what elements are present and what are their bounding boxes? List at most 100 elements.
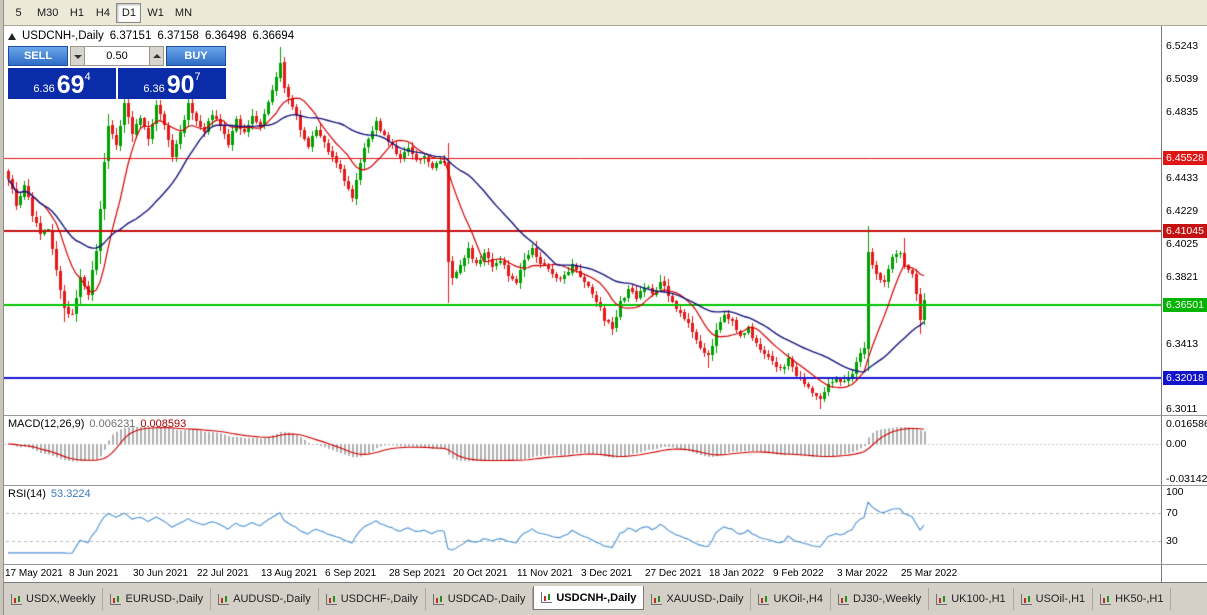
chart-tab-uk100[interactable]: UK100-,H1 <box>929 588 1014 610</box>
price-level-badge: 6.32018 <box>1163 370 1207 385</box>
sell-button[interactable]: SELL <box>8 46 68 66</box>
chart-tab-bar: USDX,Weekly EURUSD-,Daily AUDUSD-,Daily USD… <box>0 582 1207 615</box>
ohlc-low: 6.36498 <box>204 30 247 42</box>
macd-axis-label: -0.03142 <box>1166 473 1207 485</box>
price-tick-label: 6.5243 <box>1166 40 1199 52</box>
macd-header: MACD(12,26,9) 0.006231 0.008593 <box>8 418 186 430</box>
macd-name: MACD(12,26,9) <box>8 418 85 430</box>
chart-tab-label: UKOil-,H4 <box>773 593 823 605</box>
date-label: 30 Jun 2021 <box>133 568 189 579</box>
macd-axis-label: 0.00 <box>1166 438 1187 450</box>
macd-signal-value: 0.008593 <box>140 418 187 430</box>
price-axis[interactable]: 6.5243 6.5039 6.4835 6.4433 6.4229 6.4025 6.38… <box>1161 26 1207 582</box>
price-level-badge: 6.45528 <box>1163 151 1207 166</box>
buy-button[interactable]: BUY <box>166 46 226 66</box>
price-tick-label: 6.3821 <box>1166 271 1199 284</box>
panel-divider <box>0 564 1207 565</box>
chart-tab-audusd[interactable]: AUDUSD-,Daily <box>211 588 319 610</box>
price-tick-label: 6.4025 <box>1166 238 1199 251</box>
rsi-indicator-canvas[interactable] <box>0 486 1161 564</box>
timeframe-button-d1[interactable]: D1 <box>116 2 142 23</box>
macd-main-value: 0.006231 <box>89 418 136 430</box>
chart-tab-xauusd[interactable]: XAUUSD-,Daily <box>644 588 752 610</box>
rsi-header: RSI(14) 53.3224 <box>8 488 91 500</box>
chart-tab-label: UK100-,H1 <box>951 593 1006 605</box>
price-level-badge: 6.41045 <box>1163 224 1207 239</box>
price-tick-label: 6.4433 <box>1166 171 1199 184</box>
chart-tab-icon <box>11 593 22 605</box>
bid-price-display[interactable]: 6.36 69 4 <box>8 68 116 99</box>
chart-tab-usdchf[interactable]: USDCHF-,Daily <box>319 588 426 610</box>
chart-tab-label: USDCHF-,Daily <box>340 593 418 605</box>
chart-tab-icon <box>651 593 663 605</box>
price-tick-label: 6.3413 <box>1166 337 1199 350</box>
ask-price-prefix: 6.36 <box>143 83 165 95</box>
volume-increase-button[interactable] <box>149 46 164 66</box>
chart-window: 6.5243 6.5039 6.4835 6.4433 6.4229 6.4025 6.38… <box>0 26 1207 582</box>
one-click-trading-panel: SELL 0.50 BUY 6.36 69 4 6.36 90 7 <box>8 46 226 99</box>
date-axis[interactable]: 17 May 2021 8 Jun 2021 30 Jun 2021 22 Jul 2… <box>0 565 1161 582</box>
chart-tab-icon <box>1020 593 1032 605</box>
panel-divider[interactable] <box>0 485 1207 486</box>
chart-tab-usdcnh[interactable]: USDCNH-,Daily <box>533 586 645 610</box>
chart-tab-icon <box>936 593 948 605</box>
date-label: 22 Jul 2021 <box>197 568 249 579</box>
chart-tab-icon <box>758 593 770 605</box>
chart-tab-label: USOil-,H1 <box>1035 593 1086 605</box>
chart-tab-label: DJ30-,Weekly <box>852 593 922 605</box>
chart-tab-icon <box>837 593 849 605</box>
chart-tab-label: USDX,Weekly <box>26 593 96 605</box>
chart-icon <box>8 32 16 40</box>
date-label: 28 Sep 2021 <box>389 568 446 579</box>
macd-axis-label: 0.016586 <box>1166 418 1207 430</box>
date-label: 25 Mar 2022 <box>901 568 958 579</box>
chart-tab-icon <box>325 593 337 605</box>
chart-symbol-label: USDCNH-,Daily <box>22 30 104 42</box>
date-label: 20 Oct 2021 <box>453 568 508 579</box>
timeframe-button-m30[interactable]: M30 <box>37 6 59 19</box>
volume-input[interactable]: 0.50 <box>85 46 149 66</box>
ohlc-close: 6.36694 <box>252 30 295 42</box>
chart-tab-dj30[interactable]: DJ30-,Weekly <box>831 588 930 610</box>
chart-tab-icon <box>432 593 444 605</box>
ask-price-pip-digit: 7 <box>194 71 201 83</box>
timeframe-button-h1[interactable]: H1 <box>69 6 84 19</box>
chart-tab-hk50[interactable]: HK50-,H1 <box>1093 588 1172 610</box>
date-label: 3 Dec 2021 <box>581 568 633 579</box>
date-label: 13 Aug 2021 <box>261 568 318 579</box>
macd-indicator-canvas[interactable] <box>0 416 1161 485</box>
chart-tab-label: AUDUSD-,Daily <box>233 593 311 605</box>
rsi-value: 53.3224 <box>50 488 91 500</box>
price-tick-label: 6.5039 <box>1166 73 1199 86</box>
date-label: 3 Mar 2022 <box>837 568 888 579</box>
ask-price-display[interactable]: 6.36 90 7 <box>118 68 226 99</box>
bid-price-big-digits: 69 <box>56 71 85 99</box>
chart-tab-eurusd[interactable]: EURUSD-,Daily <box>103 588 212 610</box>
timeframe-button-w1[interactable]: W1 <box>147 6 164 19</box>
date-label: 11 Nov 2021 <box>517 568 573 579</box>
timeframe-button-mn[interactable]: MN <box>174 6 193 19</box>
bid-price-prefix: 6.36 <box>33 83 55 95</box>
chart-tab-ukoil[interactable]: UKOil-,H4 <box>751 588 831 610</box>
timeframe-button-5[interactable]: 5 <box>15 6 22 19</box>
chart-tab-icon <box>218 593 230 605</box>
price-tick-label: 6.3011 <box>1166 402 1198 415</box>
volume-spinner: 0.50 <box>70 46 164 66</box>
panel-divider[interactable] <box>0 415 1207 416</box>
date-label: 18 Jan 2022 <box>709 568 765 579</box>
chart-tab-usdx[interactable]: USDX,Weekly <box>4 588 104 610</box>
volume-decrease-button[interactable] <box>70 46 85 66</box>
chart-tab-icon <box>541 592 553 603</box>
price-tick-label: 6.4229 <box>1166 204 1199 217</box>
chart-tab-usoil[interactable]: USOil-,H1 <box>1014 588 1094 610</box>
chart-tab-usdcad[interactable]: USDCAD-,Daily <box>426 588 534 610</box>
window-left-frame <box>0 0 4 615</box>
timeframe-button-h4[interactable]: H4 <box>95 6 110 19</box>
chart-tab-label: USDCAD-,Daily <box>447 593 526 605</box>
date-label: 17 May 2021 <box>5 568 63 579</box>
rsi-name: RSI(14) <box>8 488 46 500</box>
chart-tab-label: USDCNH-,Daily <box>556 591 637 604</box>
rsi-axis-label: 70 <box>1166 507 1178 519</box>
chart-tab-label: XAUUSD-,Daily <box>666 593 744 605</box>
date-label: 27 Dec 2021 <box>645 568 702 579</box>
